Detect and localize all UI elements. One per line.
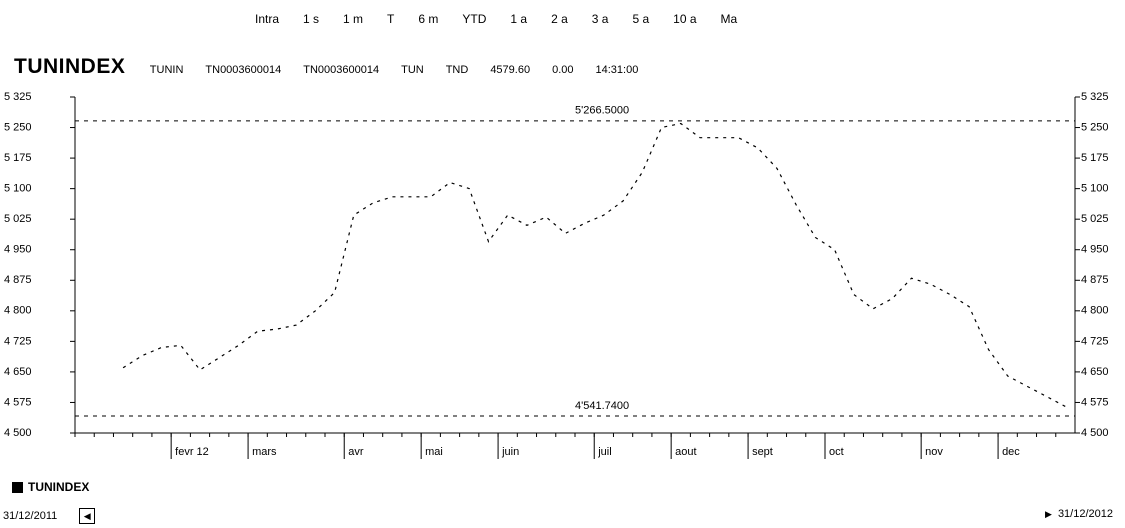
y-tick-label-right: 5 325 (1081, 91, 1109, 103)
y-tick-label: 5 250 (4, 121, 32, 133)
reference-label: 4'541.7400 (575, 400, 629, 412)
y-tick-label-right: 4 800 (1081, 305, 1109, 317)
y-tick-label: 5 100 (4, 183, 32, 195)
period-button[interactable]: Intra (255, 12, 280, 26)
legend-label: TUNINDEX (28, 480, 90, 494)
period-toolbar: Intra 1 s 1 m T 6 m YTD 1 a 2 a 3 a 5 a 10 a Ma (255, 12, 761, 26)
y-tick-label-right: 5 100 (1081, 183, 1109, 195)
y-tick-label: 4 650 (4, 366, 32, 378)
period-button[interactable]: Ma (720, 12, 738, 26)
y-tick-label-right: 4 500 (1081, 427, 1109, 439)
period-button[interactable]: 6 m (418, 12, 439, 26)
y-tick-label-right: 4 650 (1081, 366, 1109, 378)
x-tick-label: mars (252, 446, 277, 458)
footer-left: 31/12/2011 ◀ (3, 508, 103, 524)
footer-right: ▶ 31/12/2012 (1045, 508, 1113, 520)
period-button[interactable]: 3 a (591, 12, 609, 26)
start-date: 31/12/2011 (3, 510, 58, 522)
header-field: 0.00 (552, 64, 574, 76)
header-field: TUNIN (149, 64, 184, 76)
header: TUNINDEX TUNIN TN0003600014 TN0003600014 TU… (14, 55, 660, 79)
y-tick-label-right: 4 575 (1081, 396, 1109, 408)
y-tick-label: 4 575 (4, 396, 32, 408)
x-tick-label: nov (925, 446, 943, 458)
y-tick-label-right: 4 875 (1081, 274, 1109, 286)
reference-label: 5'266.5000 (575, 105, 629, 117)
y-tick-label-right: 5 025 (1081, 213, 1109, 225)
header-field: 4579.60 (490, 64, 531, 76)
y-tick-label-right: 4 725 (1081, 335, 1109, 347)
y-tick-label-right: 5 250 (1081, 121, 1109, 133)
x-tick-label: dec (1002, 446, 1020, 458)
y-tick-label: 4 800 (4, 305, 32, 317)
legend: TUNINDEX (12, 480, 89, 494)
header-field: TUN (401, 64, 424, 76)
period-button[interactable]: YTD (462, 12, 487, 26)
x-tick-label: fevr 12 (175, 446, 209, 458)
period-button[interactable]: T (387, 12, 395, 26)
period-button[interactable]: 2 a (551, 12, 568, 26)
y-tick-label: 4 950 (4, 244, 32, 256)
period-button[interactable]: 10 a (673, 12, 697, 26)
legend-swatch (12, 481, 23, 493)
period-button[interactable]: 1 a (510, 12, 528, 26)
x-tick-label: avr (348, 446, 364, 458)
x-tick-label: juil (597, 446, 611, 458)
header-field: TN0003600014 (303, 64, 380, 76)
header-field: TND (445, 64, 469, 76)
next-button[interactable]: ▶ (1045, 508, 1052, 519)
y-tick-label: 4 500 (4, 427, 32, 439)
period-button[interactable]: 1 m (343, 12, 364, 26)
y-tick-label: 5 325 (4, 91, 32, 103)
y-tick-label-right: 5 175 (1081, 152, 1109, 164)
y-tick-label: 4 725 (4, 335, 32, 347)
x-tick-label: juin (501, 446, 519, 458)
period-button[interactable]: 5 a (632, 12, 650, 26)
x-tick-label: oct (829, 446, 844, 458)
y-tick-label: 5 025 (4, 213, 32, 225)
chart: 4 500 4 500 4 575 4 575 4 650 4 650 4 725 4 725… (4, 91, 1109, 459)
period-button[interactable]: 1 s (303, 12, 320, 26)
x-tick-label: mai (425, 446, 443, 458)
x-tick-label: aout (675, 446, 696, 458)
header-field: TN0003600014 (205, 64, 282, 76)
y-tick-label-right: 4 950 (1081, 244, 1109, 256)
prev-button[interactable]: ◀ (79, 508, 96, 524)
header-field: 14:31:00 (595, 64, 639, 76)
end-date: 31/12/2012 (1057, 508, 1113, 520)
index-name: TUNINDEX (14, 55, 126, 78)
y-tick-label: 4 875 (4, 274, 32, 286)
series-line (122, 122, 1066, 408)
y-tick-label: 5 175 (4, 152, 32, 164)
x-tick-label: sept (752, 446, 773, 458)
